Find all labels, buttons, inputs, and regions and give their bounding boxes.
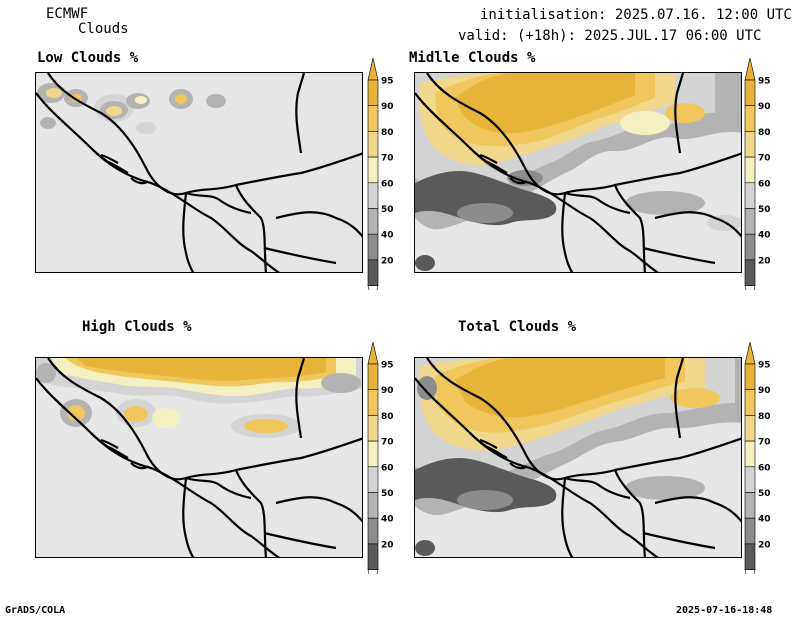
panel-title-total-clouds: Total Clouds % <box>458 319 577 335</box>
colorbar-swatch-95 <box>744 363 756 391</box>
colorbar-total: 95 90 80 70 60 50 40 20 <box>741 341 775 592</box>
colorbar-label-90: 90 <box>758 102 771 112</box>
colorbar-swatch-90 <box>744 105 756 132</box>
colorbar-label-60: 60 <box>381 179 394 189</box>
colorbar-label-80: 80 <box>758 128 771 138</box>
colorbar-label-20: 20 <box>758 540 771 550</box>
colorbar-label-60: 60 <box>758 179 771 189</box>
colorbar-label-60: 60 <box>758 463 771 473</box>
colorbar-label-20: 20 <box>381 256 394 266</box>
colorbar-label-50: 50 <box>381 205 394 215</box>
colorbar-swatch-80 <box>744 415 756 442</box>
colorbar-bottom-arrow <box>744 285 756 308</box>
colorbar-swatch-80 <box>367 131 379 158</box>
colorbar-bottom-arrow <box>367 569 379 592</box>
colorbar-high: 95 90 80 70 60 50 40 20 <box>364 341 398 592</box>
colorbar-swatch-70 <box>367 440 379 468</box>
colorbar-swatch-60 <box>367 182 379 209</box>
colorbar-label-40: 40 <box>381 231 394 241</box>
colorbar-swatch-95 <box>367 79 379 107</box>
colorbar-label-95: 95 <box>381 361 394 371</box>
valid-time: valid: (+18h): 2025.JUL.17 06:00 UTC <box>458 28 762 44</box>
colorbar-svg: 95 90 80 70 60 50 40 20 <box>367 341 394 592</box>
colorbar-label-70: 70 <box>758 438 771 448</box>
panel-title-middle-clouds: Midlle Clouds % <box>409 50 536 66</box>
colorbar-label-20: 20 <box>758 256 771 266</box>
colorbar-swatch-60 <box>367 466 379 493</box>
colorbar-swatch-50 <box>744 492 756 519</box>
colorbar-bottom-arrow <box>367 285 379 308</box>
colorbar-swatch-60 <box>744 466 756 493</box>
colorbar-label-80: 80 <box>758 412 771 422</box>
colorbar-svg: 95 90 80 70 60 50 40 20 <box>744 341 771 592</box>
colorbar-label-40: 40 <box>758 515 771 525</box>
panel-title-high-clouds: High Clouds % <box>82 319 192 335</box>
colorbar-swatch-95 <box>744 79 756 107</box>
init-time: initialisation: 2025.07.16. 12:00 UTC <box>480 7 792 23</box>
colorbar-top-arrow <box>367 341 379 365</box>
colorbar-swatch-20 <box>367 259 379 286</box>
panel-title-low-clouds: Low Clouds % <box>37 50 139 66</box>
colorbar-swatch-90 <box>744 389 756 416</box>
colorbar-swatch-95 <box>367 363 379 391</box>
colorbar-label-95: 95 <box>758 361 771 371</box>
colorbar-label-50: 50 <box>758 205 771 215</box>
colorbar-middle: 95 90 80 70 60 50 40 20 <box>741 57 775 308</box>
colorbar-label-95: 95 <box>758 77 771 87</box>
footer-software: GrADS/COLA <box>5 605 66 616</box>
colorbar-swatch-40 <box>744 233 756 261</box>
colorbar-label-90: 90 <box>381 102 394 112</box>
colorbar-label-80: 80 <box>381 128 394 138</box>
low-clouds-map <box>35 72 363 273</box>
middle-clouds-map <box>414 72 742 273</box>
colorbar-bottom-arrow <box>744 569 756 592</box>
colorbar-swatch-70 <box>744 440 756 468</box>
colorbar-swatch-80 <box>367 415 379 442</box>
colorbar-label-90: 90 <box>381 386 394 396</box>
colorbar-swatch-50 <box>367 492 379 519</box>
colorbar-label-60: 60 <box>381 463 394 473</box>
colorbar-label-70: 70 <box>758 154 771 164</box>
colorbar-swatch-40 <box>744 517 756 545</box>
colorbar-swatch-50 <box>744 208 756 235</box>
colorbar-label-40: 40 <box>758 231 771 241</box>
colorbar-label-70: 70 <box>381 154 394 164</box>
colorbar-top-arrow <box>744 57 756 81</box>
footer-timestamp: 2025-07-16-18:48 <box>676 605 773 616</box>
colorbar-label-80: 80 <box>381 412 394 422</box>
product-name: Clouds <box>78 21 129 37</box>
colorbar-swatch-60 <box>744 182 756 209</box>
colorbar-swatch-70 <box>744 156 756 184</box>
colorbar-label-50: 50 <box>381 489 394 499</box>
colorbar-top-arrow <box>744 341 756 365</box>
colorbar-top-arrow <box>367 57 379 81</box>
high-clouds-map <box>35 357 363 558</box>
total-clouds-map <box>414 357 742 558</box>
colorbar-swatch-20 <box>744 259 756 286</box>
colorbar-swatch-20 <box>367 543 379 570</box>
colorbar-label-90: 90 <box>758 386 771 396</box>
colorbar-label-95: 95 <box>381 77 394 87</box>
colorbar-swatch-70 <box>367 156 379 184</box>
colorbar-label-40: 40 <box>381 515 394 525</box>
colorbar-label-20: 20 <box>381 540 394 550</box>
colorbar-swatch-90 <box>367 105 379 132</box>
colorbar-swatch-90 <box>367 389 379 416</box>
colorbar-swatch-50 <box>367 208 379 235</box>
colorbar-label-50: 50 <box>758 489 771 499</box>
colorbar-svg: 95 90 80 70 60 50 40 20 <box>367 57 394 308</box>
colorbar-label-70: 70 <box>381 438 394 448</box>
colorbar-swatch-40 <box>367 517 379 545</box>
colorbar-swatch-80 <box>744 131 756 158</box>
colorbar-swatch-40 <box>367 233 379 261</box>
colorbar-svg: 95 90 80 70 60 50 40 20 <box>744 57 771 308</box>
colorbar-low: 95 90 80 70 60 50 40 20 <box>364 57 398 308</box>
colorbar-swatch-20 <box>744 543 756 570</box>
model-name: ECMWF <box>46 6 89 22</box>
